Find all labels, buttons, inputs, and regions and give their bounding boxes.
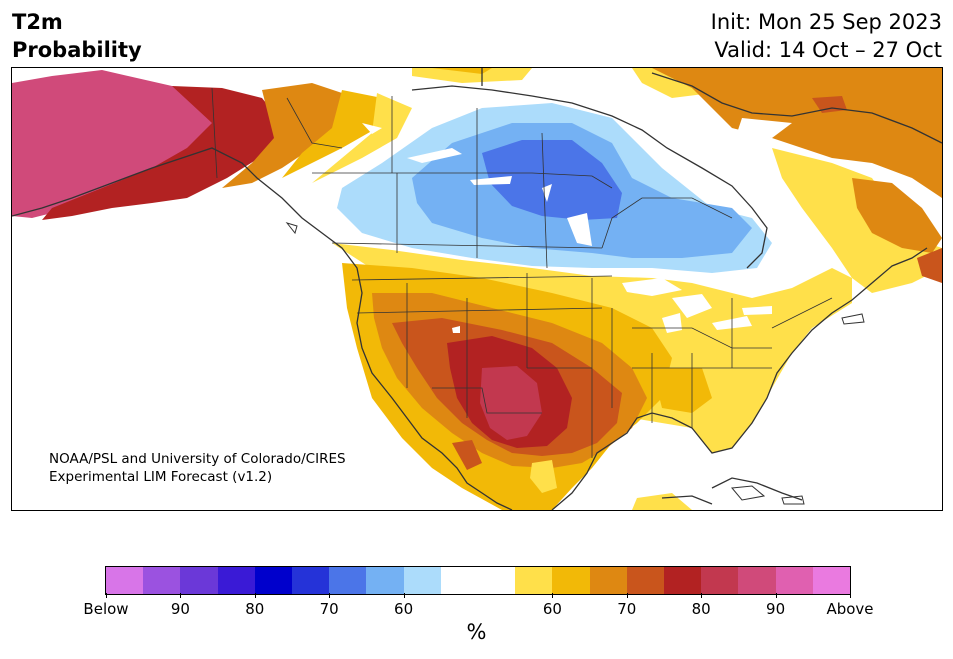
colorbar-tick-label: 80	[245, 600, 265, 618]
colorbar-cell	[254, 567, 293, 594]
colorbar-tick-label: 60	[394, 600, 414, 618]
forecast-dates: Init: Mon 25 Sep 2023 Valid: 14 Oct – 27…	[711, 8, 942, 64]
init-date: Init: Mon 25 Sep 2023	[710, 10, 942, 34]
colorbar-tick-label: 70	[617, 600, 637, 618]
colorbar	[105, 566, 851, 595]
colorbar-cell	[403, 567, 441, 594]
colorbar-cell	[589, 567, 627, 594]
colorbar-tick-label: Below	[83, 600, 129, 618]
labrador-orange-region	[852, 178, 942, 253]
colorbar-tick-label: Above	[826, 600, 874, 618]
colorbar-tick-mark	[329, 593, 331, 598]
colorbar-cell	[478, 567, 516, 594]
colorbar-tick-label: 90	[766, 600, 786, 618]
colorbar-cell	[626, 567, 665, 594]
colorbar-cell	[440, 567, 479, 594]
us-crimson-region	[480, 366, 542, 440]
colorbar-tick-mark	[254, 593, 256, 598]
colorbar-cell	[812, 567, 851, 594]
title-line-2: Probability	[12, 38, 142, 62]
probability-map	[11, 67, 943, 511]
credit-text: NOAA/PSL and University of Colorado/CIRE…	[49, 450, 346, 486]
colorbar-tick-label: 60	[542, 600, 562, 618]
colorbar-cell	[664, 567, 702, 594]
nw-gold-region	[282, 90, 382, 178]
colorbar-cell	[515, 567, 553, 594]
colorbar-tick-mark	[552, 593, 554, 598]
colorbar-unit: %	[466, 620, 487, 644]
title-line-1: T2m	[12, 10, 63, 34]
map-title: T2m Probability	[12, 8, 142, 64]
colorbar-tick-mark	[701, 593, 703, 598]
nw-orange-region	[222, 83, 347, 188]
greenland-orange-region	[652, 68, 942, 198]
colorbar-cell	[217, 567, 255, 594]
map-svg	[12, 68, 942, 510]
colorbar-tick-label: 70	[319, 600, 339, 618]
colorbar-cell	[143, 567, 181, 594]
colorbar-cell	[292, 567, 330, 594]
credit-line-1: NOAA/PSL and University of Colorado/CIRE…	[49, 451, 346, 467]
labrador-yellow-region	[772, 148, 942, 293]
colorbar-tick-mark	[106, 593, 107, 598]
colorbar-cell	[738, 567, 776, 594]
colorbar-tick-label: 90	[170, 600, 190, 618]
colorbar-tick-mark	[626, 593, 628, 598]
colorbar-tick-mark	[850, 593, 851, 598]
colorbar-tick-mark	[403, 593, 405, 598]
colorbar-tick-mark	[180, 593, 182, 598]
alaska-magenta-region	[12, 70, 227, 218]
valid-range: Valid: 14 Oct – 27 Oct	[714, 38, 942, 62]
colorbar-tick-label: 80	[691, 600, 711, 618]
colorbar-cell	[329, 567, 367, 594]
colorbar-cell	[552, 567, 590, 594]
colorbar-cell	[366, 567, 404, 594]
alaska-red-region	[42, 86, 282, 220]
colorbar-cell	[701, 567, 739, 594]
colorbar-cell	[180, 567, 218, 594]
nw-yellow-region	[312, 93, 412, 183]
colorbar-tick-mark	[775, 593, 777, 598]
colorbar-cell	[106, 567, 144, 594]
colorbar-cell	[775, 567, 813, 594]
cold-blue-region	[482, 140, 622, 220]
credit-line-2: Experimental LIM Forecast (v1.2)	[49, 469, 273, 485]
